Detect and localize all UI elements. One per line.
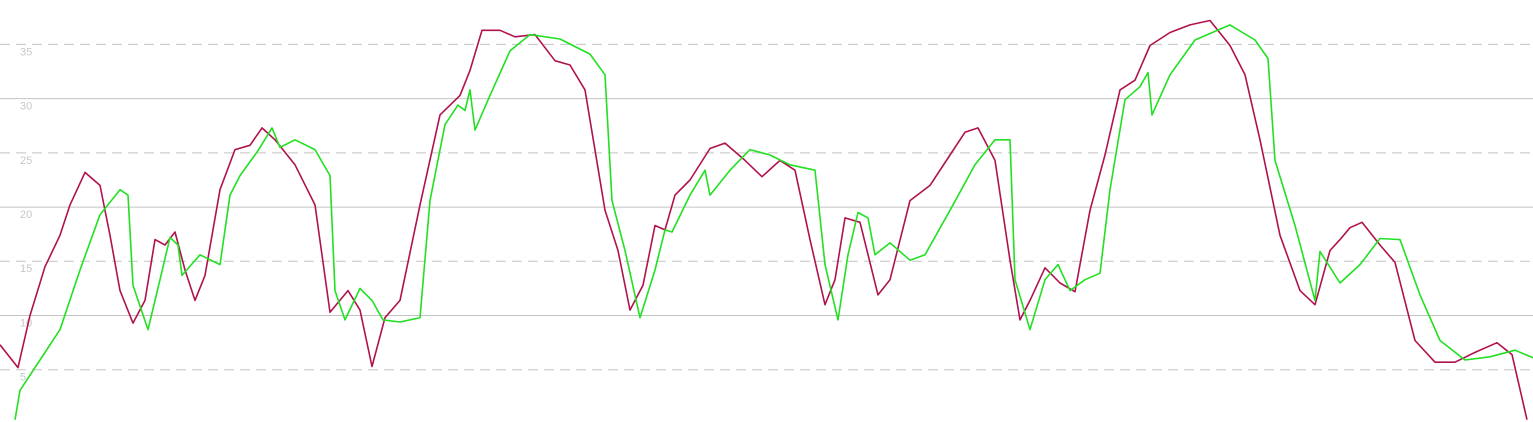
y-tick-label: 30 <box>20 101 32 113</box>
y-tick-label: 10 <box>20 317 32 329</box>
series-line <box>14 24 1533 420</box>
y-tick-label: 15 <box>20 263 32 275</box>
y-tick-label: 5 <box>20 372 26 384</box>
series-line <box>0 19 1528 420</box>
y-tick-label: 35 <box>20 46 32 58</box>
y-tick-label: 25 <box>20 155 32 167</box>
y-tick-label: 20 <box>20 209 32 221</box>
